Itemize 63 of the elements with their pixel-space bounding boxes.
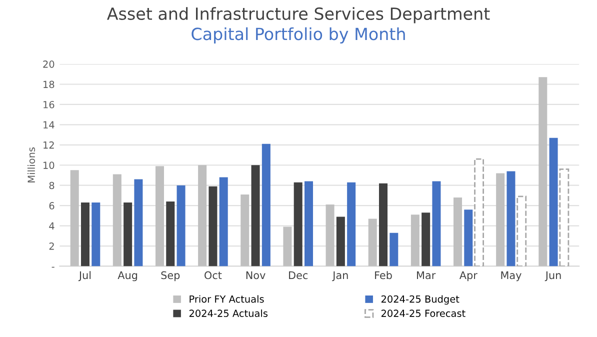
bar xyxy=(124,202,132,266)
bar xyxy=(496,173,505,266)
x-tick-label: Feb xyxy=(375,271,392,280)
x-tick-label: Mar xyxy=(417,271,436,280)
bar xyxy=(516,196,527,266)
y-tick-label: 2 xyxy=(49,242,54,250)
y-tick-label: 18 xyxy=(44,80,54,88)
bar xyxy=(390,232,398,266)
bar xyxy=(251,165,260,266)
y-tick-label: - xyxy=(52,266,54,268)
bar xyxy=(92,202,100,266)
bar xyxy=(80,202,90,266)
bar xyxy=(198,165,207,266)
bar xyxy=(559,168,570,266)
legend-label: 2024-25 Actuals xyxy=(189,309,268,317)
bar xyxy=(219,177,228,266)
bar xyxy=(368,218,377,266)
y-tick-label: 20 xyxy=(43,60,54,68)
bar xyxy=(304,181,314,266)
y-tick-label: 12 xyxy=(44,141,54,149)
bar xyxy=(538,77,548,266)
x-tick-label: May xyxy=(501,271,522,282)
bar xyxy=(283,226,292,266)
y-tick-label: 6 xyxy=(49,202,54,210)
x-tick-label: Sep xyxy=(161,271,180,282)
bar xyxy=(410,214,420,266)
bar xyxy=(240,194,250,266)
bar xyxy=(336,216,345,266)
bar xyxy=(326,204,334,266)
chart-title: Asset and Infrastructure Services Department xyxy=(106,7,490,24)
chart-subtitle: Capital Portfolio by Month xyxy=(192,27,405,44)
y-tick-label: 8 xyxy=(49,182,54,190)
y-tick-label: 14 xyxy=(44,121,54,128)
y-tick-label: 16 xyxy=(44,100,54,108)
bar xyxy=(347,182,356,266)
y-tick-label: 4 xyxy=(49,222,54,230)
bar xyxy=(208,186,218,266)
x-tick-label: Jan xyxy=(332,271,348,282)
bar xyxy=(155,166,164,266)
bar xyxy=(454,197,462,266)
y-tick-label: 10 xyxy=(44,162,54,169)
bar xyxy=(294,182,302,266)
bar xyxy=(134,179,143,266)
x-tick-label: Oct xyxy=(204,271,222,280)
x-tick-label: Dec xyxy=(289,271,308,280)
legend-label: 2024-25 Forecast xyxy=(381,310,466,317)
bar xyxy=(378,183,388,266)
x-tick-label: Nov xyxy=(246,271,266,280)
bar xyxy=(474,158,484,266)
bar xyxy=(432,181,441,266)
x-tick-label: Jun xyxy=(544,271,561,282)
legend-label: 2024-25 Budget xyxy=(381,295,460,305)
bar xyxy=(70,170,79,266)
bar xyxy=(112,174,122,266)
bar xyxy=(262,144,270,266)
bar xyxy=(422,212,430,266)
bar xyxy=(176,185,186,266)
x-tick-label: Apr xyxy=(459,271,478,282)
legend-label: Prior FY Actuals xyxy=(190,295,264,303)
x-tick-label: Jul xyxy=(78,271,91,282)
bar xyxy=(166,202,175,266)
y-axis-title: Millions xyxy=(28,147,36,182)
x-tick-label: Aug xyxy=(118,271,138,282)
